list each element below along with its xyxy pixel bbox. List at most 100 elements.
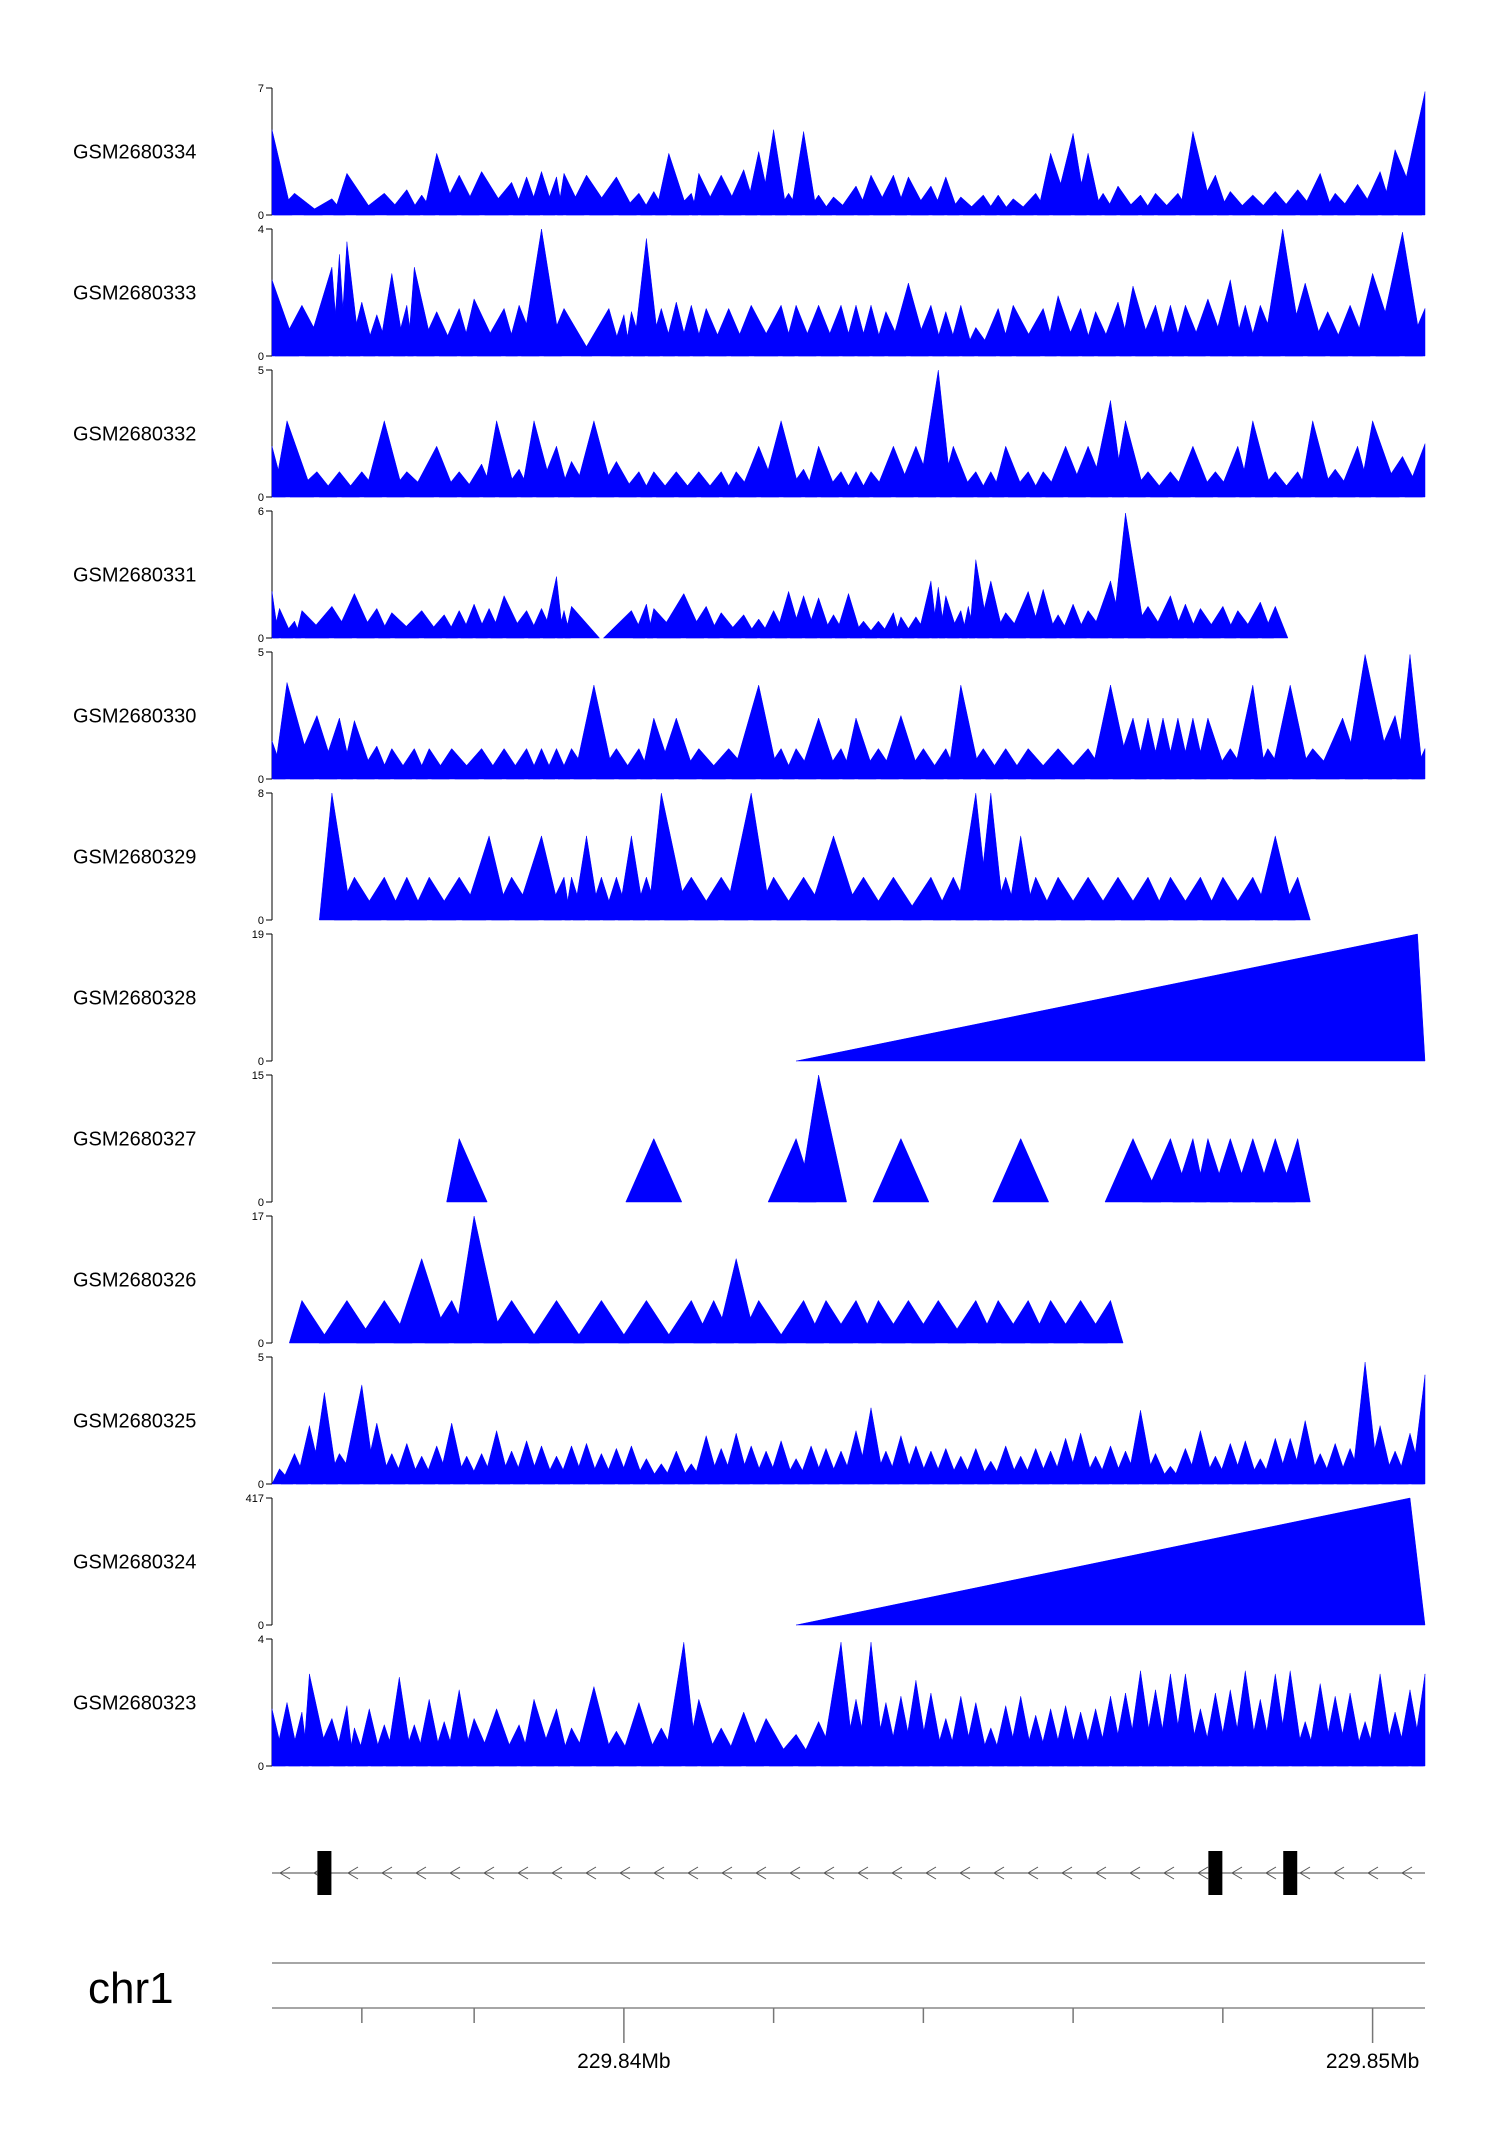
y-axis-max-label: 17 — [252, 1211, 264, 1223]
strand-arrow — [347, 1866, 359, 1880]
strand-arrow — [1401, 1866, 1413, 1880]
coverage-peak — [1396, 654, 1424, 780]
strand-arrow — [1129, 1866, 1141, 1880]
track-GSM2680334: GSM2680334 7 0 — [73, 83, 1426, 222]
y-axis-min-label: 0 — [258, 633, 264, 645]
y-axis-min-label: 0 — [258, 1056, 264, 1068]
track-label: GSM2680328 — [73, 988, 196, 1010]
strand-arrow — [585, 1866, 597, 1880]
coverage-peak — [932, 176, 960, 216]
y-axis-max-label: 19 — [252, 929, 264, 941]
coverage-peak — [610, 314, 631, 357]
coverage-peak — [310, 1392, 339, 1485]
coverage-peak — [760, 419, 802, 498]
axis-tick-label: 229.84Mb — [577, 2050, 670, 2073]
track-GSM2680328: GSM2680328 19 0 — [73, 929, 1426, 1068]
coverage-peak — [804, 597, 833, 639]
coverage-peak — [363, 419, 405, 498]
coverage-peak — [910, 304, 945, 357]
coverage-peak — [1299, 172, 1335, 216]
coverage-peak — [1083, 1299, 1124, 1344]
coverage-peak — [798, 1074, 847, 1203]
coverage-peak — [437, 1422, 466, 1485]
coverage-peak — [731, 684, 780, 780]
strand-arrow — [653, 1866, 665, 1880]
y-axis-max-label: 15 — [252, 1070, 264, 1082]
strand-arrow — [1163, 1866, 1175, 1880]
strand-arrow — [721, 1866, 733, 1880]
coverage-peak — [617, 1299, 675, 1344]
coverage-peak — [1029, 588, 1057, 639]
gene-exon — [1208, 1851, 1223, 1895]
y-axis-max-label: 5 — [258, 647, 264, 659]
chromosome-label: chr1 — [88, 1964, 174, 2013]
track-GSM2680331: GSM2680331 6 0 — [73, 506, 1289, 645]
coverage-peak — [461, 834, 510, 921]
coverage-peak — [1052, 133, 1087, 216]
coverage-peak — [1231, 1439, 1260, 1485]
coverage-peak — [1209, 279, 1245, 357]
coverage-peak — [356, 607, 391, 639]
coverage-peak — [483, 1299, 541, 1344]
strand-arrow — [517, 1866, 529, 1880]
strand-arrow — [1061, 1866, 1073, 1880]
coverage-peak — [573, 419, 615, 498]
coverage-peak — [917, 369, 953, 498]
coverage-peak — [273, 192, 324, 216]
gene-exon — [317, 1851, 332, 1895]
coverage-peak — [580, 307, 623, 357]
coverage-peak — [1411, 1374, 1426, 1485]
coverage-peak — [723, 792, 772, 921]
y-axis-min-label: 0 — [258, 1338, 264, 1350]
strand-arrow — [1333, 1866, 1345, 1880]
coverage-peak — [767, 1439, 795, 1485]
coverage-peak — [632, 238, 661, 357]
y-axis-max-label: 417 — [246, 1493, 264, 1505]
coverage-peak — [797, 717, 840, 780]
track-label: GSM2680323 — [73, 1693, 196, 1715]
gene-model-track — [272, 1851, 1425, 1895]
coverage-peak — [759, 129, 788, 216]
strand-arrow — [687, 1866, 699, 1880]
track-GSM2680324: GSM2680324 417 0 — [73, 1493, 1426, 1632]
coverage-peak — [1186, 1430, 1215, 1485]
strand-arrow — [857, 1866, 869, 1880]
coverage-peak — [393, 1257, 450, 1344]
coverage-peak — [1277, 876, 1311, 921]
coverage-peak — [535, 445, 571, 498]
coverage-peak — [910, 1299, 967, 1344]
track-GSM2680327: GSM2680327 15 0 — [73, 1070, 1311, 1209]
coverage-peak — [1149, 595, 1185, 639]
strand-arrow — [449, 1866, 461, 1880]
coverage-peak — [476, 307, 518, 357]
track-GSM2680330: GSM2680330 5 0 — [73, 647, 1426, 786]
strand-arrow — [993, 1866, 1005, 1880]
y-axis-max-label: 5 — [258, 1352, 264, 1364]
coverage-peak — [1291, 1420, 1320, 1485]
y-axis-min-label: 0 — [258, 351, 264, 363]
strand-arrow — [415, 1866, 427, 1880]
coverage-peak — [1202, 605, 1237, 639]
strand-arrow — [1095, 1866, 1107, 1880]
coverage-peak — [446, 1137, 488, 1203]
coverage-peak — [1172, 445, 1214, 498]
track-GSM2680323: GSM2680323 4 0 — [73, 1634, 1426, 1773]
coverage-peak — [1277, 1138, 1311, 1203]
track-GSM2680332: GSM2680332 5 0 — [73, 365, 1426, 504]
y-axis-max-label: 7 — [258, 83, 264, 95]
y-axis-min-label: 0 — [258, 1761, 264, 1773]
gene-exon — [1283, 1851, 1298, 1895]
coverage-peak — [789, 131, 818, 216]
coverage-peak — [1366, 1673, 1394, 1767]
y-axis-min-label: 0 — [258, 774, 264, 786]
coverage-peak — [521, 228, 562, 357]
coverage-peak — [542, 175, 564, 216]
coverage-peak — [1104, 1137, 1162, 1203]
coverage-peak — [1276, 1670, 1304, 1767]
coverage-peak — [572, 835, 601, 921]
coverage-peak — [738, 1299, 788, 1344]
track-label: GSM2680325 — [73, 1411, 196, 1433]
coverage-peak — [1411, 748, 1426, 780]
coverage-peak — [879, 611, 901, 639]
strand-arrow — [925, 1866, 937, 1880]
